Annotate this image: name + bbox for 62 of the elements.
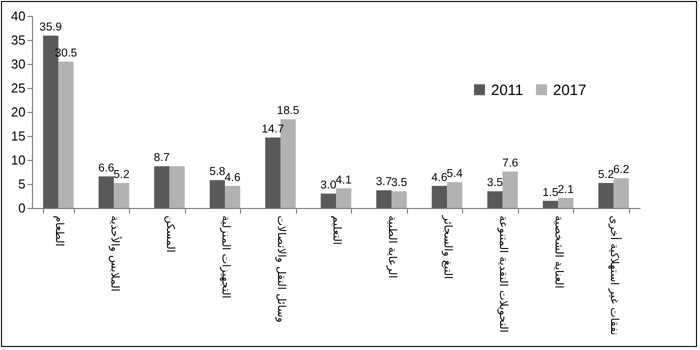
data-label: 5.4 (446, 168, 464, 180)
data-label: 14.7 (262, 123, 284, 136)
bar (376, 190, 392, 208)
bar (542, 200, 558, 208)
data-label: 5.2 (598, 169, 614, 182)
bar (154, 166, 170, 208)
x-tick-label: نفقات غير استهلاكية أخرى (608, 216, 622, 336)
data-label: 5.8 (209, 166, 226, 178)
x-tick-label: الملابس والأحذية (108, 216, 122, 292)
x-tick-label: الطعام (52, 216, 66, 246)
bar (58, 62, 74, 208)
x-tick-label: التبغ والسجائر (442, 214, 455, 280)
bar (320, 194, 336, 208)
x-tick-label: التحويلات النقدية المتنوعة (497, 216, 510, 333)
data-label: 4.1 (336, 174, 352, 186)
x-tick-label: المسكن (164, 216, 177, 253)
y-tick-label: 5 (18, 176, 26, 192)
bar (432, 186, 448, 208)
bar (447, 182, 462, 208)
bar (224, 186, 240, 208)
x-tick-label: العناية الشخصية (552, 216, 566, 288)
y-tick-label: 20 (11, 104, 26, 120)
data-label: 6.2 (613, 164, 630, 176)
bar (210, 180, 225, 208)
y-tick-label: 35 (11, 32, 26, 48)
bar (98, 176, 114, 208)
data-label: 8.7 (154, 152, 170, 164)
y-tick-label: 40 (11, 8, 26, 24)
x-tick-label: التجهيزات المنزلية (219, 216, 232, 298)
data-label: 1.5 (542, 186, 558, 199)
bar (614, 178, 629, 208)
data-label: 4.6 (224, 172, 241, 184)
bar (336, 188, 352, 208)
legend-label: 2017 (553, 82, 586, 99)
data-label: 7.6 (502, 158, 518, 170)
y-tick-label: 0 (18, 200, 26, 216)
data-label: 4.6 (431, 172, 448, 184)
data-label: 6.6 (98, 162, 114, 174)
x-tick-label: وسائل النقل والاتصالات (274, 216, 288, 323)
data-label: 5.2 (114, 169, 130, 182)
data-label: 3.5 (391, 177, 408, 190)
y-tick-label: 30 (11, 56, 26, 72)
data-label: 3.5 (486, 177, 503, 190)
data-label: 3.0 (320, 180, 336, 192)
bar (265, 137, 280, 208)
bar (487, 191, 503, 208)
y-tick-label: 25 (11, 80, 26, 96)
y-tick-label: 10 (11, 152, 26, 168)
y-tick-label: 15 (11, 128, 26, 144)
bar (114, 183, 130, 208)
data-label: 18.5 (276, 105, 300, 118)
data-label: 3.7 (376, 176, 392, 188)
legend-label: 2011 (491, 82, 524, 99)
x-tick-label: التعليم (330, 216, 344, 245)
data-label: 2.1 (558, 184, 574, 196)
bar (598, 183, 614, 208)
bar (558, 198, 574, 208)
bar (502, 172, 518, 208)
bar (392, 191, 407, 208)
data-label: 35.9 (40, 22, 62, 34)
bar (169, 166, 185, 208)
x-tick-label: الرعاية الطبية (386, 216, 400, 278)
